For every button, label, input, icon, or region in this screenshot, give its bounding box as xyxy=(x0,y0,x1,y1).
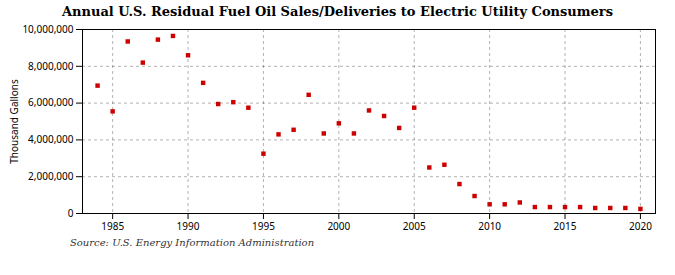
svg-text:6,000,000: 6,000,000 xyxy=(28,95,74,109)
svg-text:4,000,000: 4,000,000 xyxy=(28,132,74,146)
svg-text:2015: 2015 xyxy=(554,219,577,233)
svg-text:1990: 1990 xyxy=(177,219,200,233)
svg-text:2000: 2000 xyxy=(327,219,350,233)
html-text:Annual U.S. Residual Fuel Oil: Annual U.S. Residual Fuel Oil Sales/Deli… xyxy=(62,4,613,19)
svg-text:2005: 2005 xyxy=(403,219,426,233)
svg-text:Thousand Gallons: Thousand Gallons xyxy=(7,79,21,164)
svg-text:8,000,000: 8,000,000 xyxy=(28,59,74,73)
html-text:Source: U.S. Energy Informatio: Source: U.S. Energy Information Administ… xyxy=(70,237,315,248)
svg-text:10,000,000: 10,000,000 xyxy=(22,22,73,36)
svg-text:2020: 2020 xyxy=(629,219,652,233)
svg-text:1995: 1995 xyxy=(252,219,275,233)
svg-text:2010: 2010 xyxy=(478,219,501,233)
svg-text:1985: 1985 xyxy=(101,219,124,233)
svg-text:0: 0 xyxy=(68,206,74,220)
svg-text:2,000,000: 2,000,000 xyxy=(28,169,74,183)
